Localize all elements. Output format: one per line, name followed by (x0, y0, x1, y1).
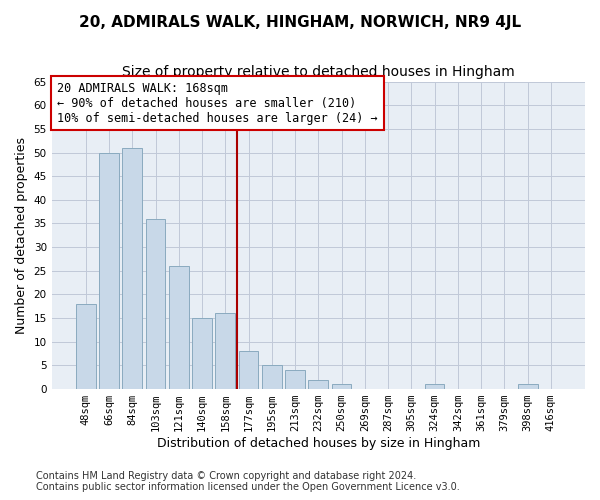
Y-axis label: Number of detached properties: Number of detached properties (15, 137, 28, 334)
Bar (169, 266, 188, 389)
Text: 20, ADMIRALS WALK, HINGHAM, NORWICH, NR9 4JL: 20, ADMIRALS WALK, HINGHAM, NORWICH, NR9… (79, 15, 521, 30)
Bar (262, 366, 282, 389)
Bar (425, 384, 445, 389)
Bar (99, 152, 119, 389)
Bar (332, 384, 352, 389)
Title: Size of property relative to detached houses in Hingham: Size of property relative to detached ho… (122, 65, 515, 79)
Bar (285, 370, 305, 389)
Bar (239, 351, 259, 389)
Text: 20 ADMIRALS WALK: 168sqm
← 90% of detached houses are smaller (210)
10% of semi-: 20 ADMIRALS WALK: 168sqm ← 90% of detach… (57, 82, 377, 124)
Text: Contains HM Land Registry data © Crown copyright and database right 2024.
Contai: Contains HM Land Registry data © Crown c… (36, 471, 460, 492)
Bar (122, 148, 142, 389)
Bar (192, 318, 212, 389)
Bar (308, 380, 328, 389)
Bar (215, 314, 235, 389)
X-axis label: Distribution of detached houses by size in Hingham: Distribution of detached houses by size … (157, 437, 480, 450)
Bar (518, 384, 538, 389)
Bar (146, 219, 166, 389)
Bar (76, 304, 95, 389)
